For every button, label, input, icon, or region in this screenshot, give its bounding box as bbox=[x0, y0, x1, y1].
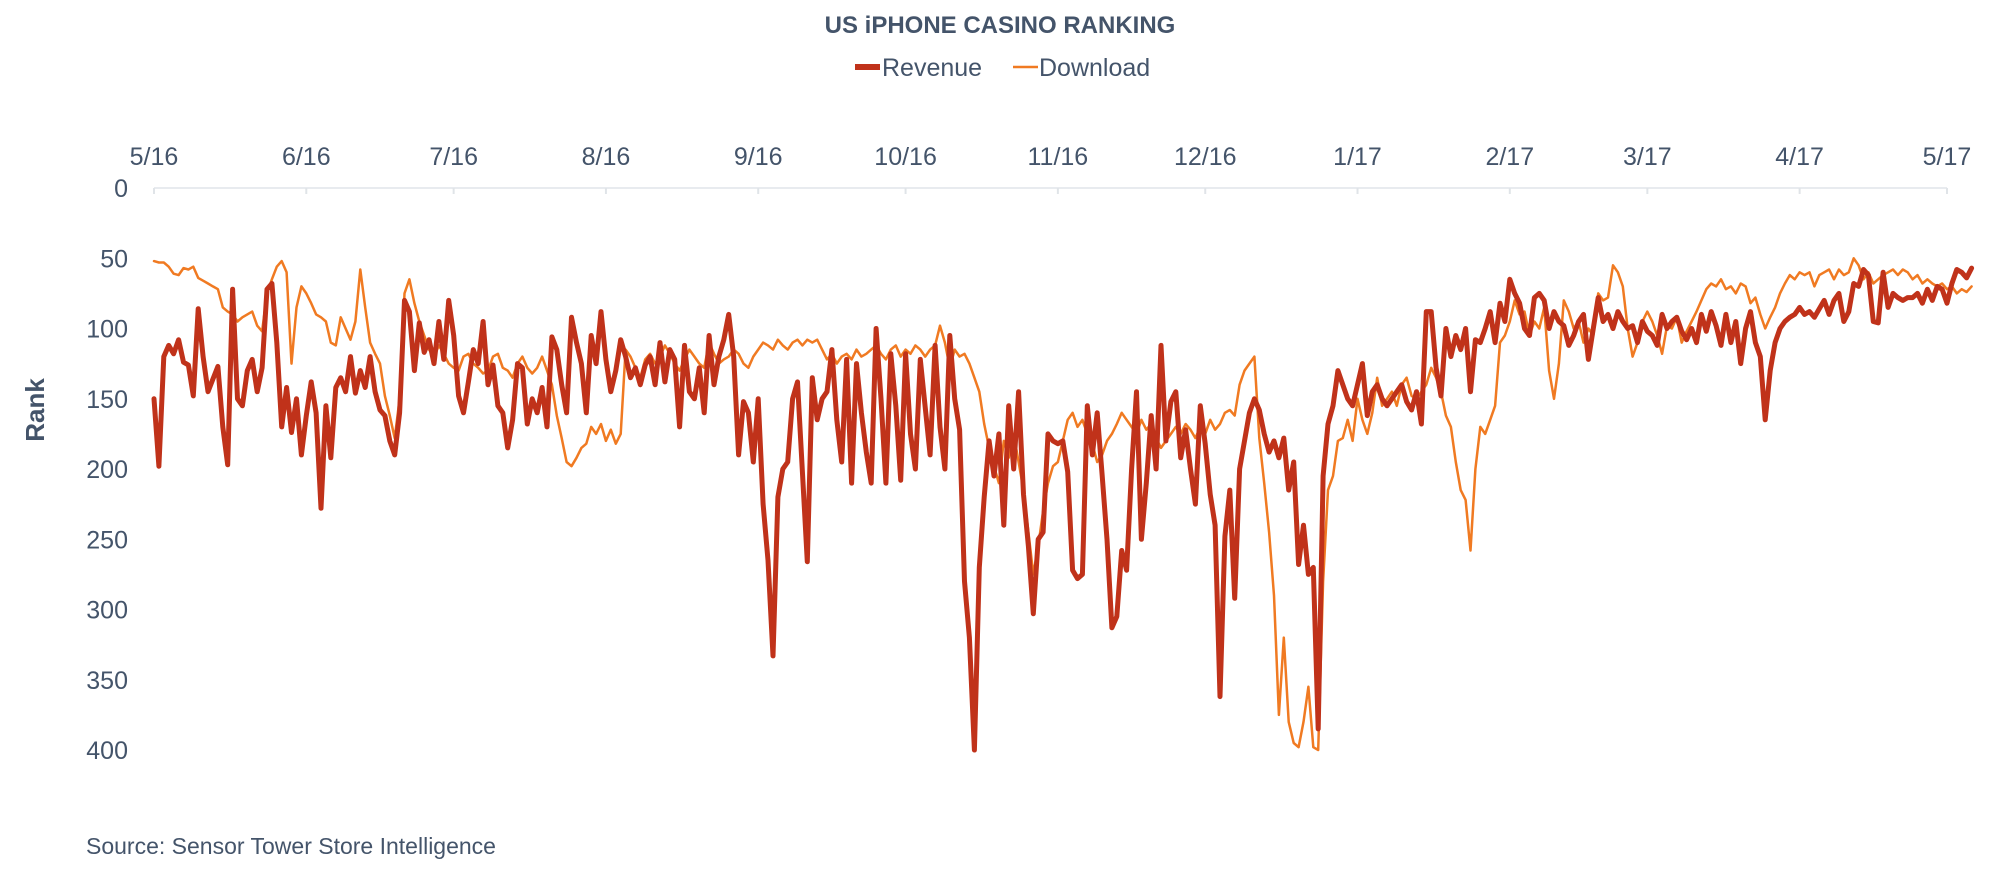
y-tick-label: 150 bbox=[86, 386, 128, 414]
x-tick-label: 12/16 bbox=[1174, 143, 1237, 171]
legend-label-download: Download bbox=[1039, 54, 1150, 82]
chart-title: US iPHONE CASINO RANKING bbox=[825, 12, 1176, 39]
x-tick-label: 10/16 bbox=[874, 143, 937, 171]
x-tick-label: 5/16 bbox=[130, 143, 179, 171]
x-tick-label: 11/16 bbox=[1028, 143, 1089, 171]
y-tick-label: 250 bbox=[86, 526, 128, 554]
y-tick-label: 350 bbox=[86, 667, 128, 695]
x-axis: 5/16 6/16 7/16 8/16 9/16 10/16 11/16 12/16 1/17 2… bbox=[130, 143, 1972, 194]
legend-label-revenue: Revenue bbox=[882, 54, 982, 82]
y-tick-label: 100 bbox=[86, 316, 128, 344]
x-tick-label: 2/17 bbox=[1485, 143, 1534, 171]
x-tick-label: 5/17 bbox=[1923, 143, 1972, 171]
y-tick-label: 300 bbox=[86, 597, 128, 625]
x-tick-label: 7/16 bbox=[429, 143, 478, 171]
x-tick-label: 4/17 bbox=[1775, 143, 1824, 171]
y-tick-label: 400 bbox=[86, 737, 128, 765]
y-tick-label: 200 bbox=[86, 456, 128, 484]
x-tick-label: 6/16 bbox=[282, 143, 331, 171]
x-tick-label: 8/16 bbox=[582, 143, 631, 171]
legend: Revenue Download bbox=[855, 54, 1150, 82]
y-tick-label: 0 bbox=[114, 175, 128, 203]
y-tick-label: 50 bbox=[100, 245, 128, 273]
x-tick-label: 9/16 bbox=[734, 143, 783, 171]
source-note: Source: Sensor Tower Store Intelligence bbox=[86, 833, 496, 859]
x-tick-label: 3/17 bbox=[1623, 143, 1672, 171]
series-line-revenue bbox=[151, 265, 1975, 753]
y-axis: 0 50 100 150 200 250 300 350 400 bbox=[86, 175, 128, 765]
x-tick-label: 1/17 bbox=[1333, 143, 1382, 171]
y-axis-label: Rank bbox=[20, 378, 50, 442]
plot-area bbox=[151, 257, 1975, 753]
